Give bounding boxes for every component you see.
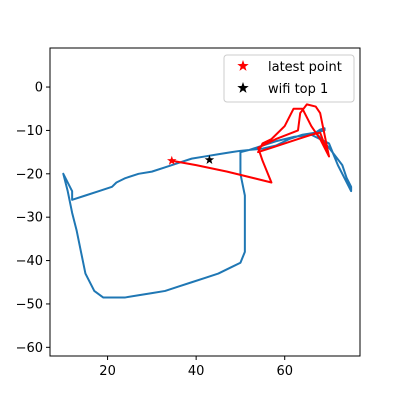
series-layer — [62, 103, 353, 299]
legend-marker-wifi-top-1 — [237, 82, 249, 93]
y-axis: 0 −10 −20 −30 −40 −50 −60 — [16, 81, 50, 356]
marker-wifi-top-1 — [204, 154, 215, 164]
y-tick-label: −20 — [16, 167, 43, 182]
x-axis: 20 40 60 — [99, 356, 293, 379]
trajectory-line-1 — [170, 103, 330, 184]
x-tick-label: 20 — [99, 364, 116, 379]
x-tick-label: 60 — [276, 364, 293, 379]
legend-marker-latest-point — [237, 60, 249, 71]
x-tick-label: 40 — [188, 364, 205, 379]
legend-box — [223, 54, 355, 103]
legend-label-latest-point: latest point — [268, 60, 342, 75]
y-tick-label: −60 — [16, 341, 43, 356]
trajectory-line-0 — [62, 127, 353, 299]
y-tick-label: −40 — [16, 254, 43, 269]
y-tick-label: −50 — [16, 297, 43, 312]
y-tick-label: −10 — [16, 124, 43, 139]
y-tick-label: 0 — [35, 81, 43, 96]
legend-label-wifi-top-1: wifi top 1 — [268, 82, 328, 97]
y-tick-label: −30 — [16, 211, 43, 226]
marker-latest-point — [167, 155, 177, 165]
legend: latest point wifi top 1 — [223, 54, 355, 103]
